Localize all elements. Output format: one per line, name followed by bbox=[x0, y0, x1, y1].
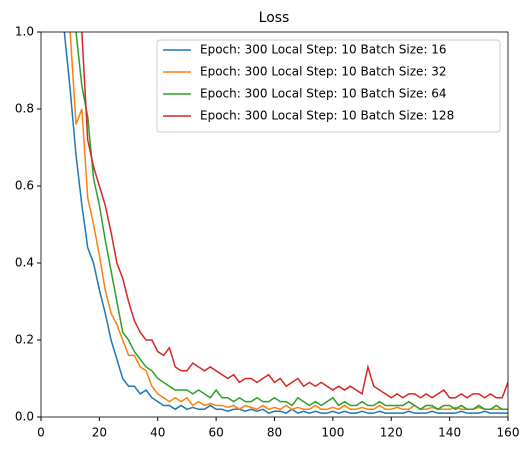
plot-lines bbox=[63, 32, 508, 414]
x-tick-label: 0 bbox=[37, 426, 45, 440]
legend-label: Epoch: 300 Local Step: 10 Batch Size: 12… bbox=[200, 109, 454, 123]
y-tick-label: 0.6 bbox=[15, 179, 34, 193]
y-tick-label: 0.4 bbox=[15, 256, 34, 270]
chart-title: Loss bbox=[259, 10, 290, 26]
x-tick-label: 120 bbox=[380, 426, 403, 440]
legend-label: Epoch: 300 Local Step: 10 Batch Size: 64 bbox=[200, 87, 447, 101]
x-tick-label: 40 bbox=[150, 426, 165, 440]
series-line bbox=[69, 32, 508, 411]
y-tick-label: 0.0 bbox=[15, 410, 34, 424]
y-tick-label: 1.0 bbox=[15, 25, 34, 39]
y-tick-label: 0.2 bbox=[15, 333, 34, 347]
y-tick-label: 0.8 bbox=[15, 102, 34, 116]
x-tick-label: 100 bbox=[321, 426, 344, 440]
legend-label: Epoch: 300 Local Step: 10 Batch Size: 16 bbox=[200, 43, 447, 57]
x-tick-label: 140 bbox=[438, 426, 461, 440]
series-line bbox=[75, 32, 508, 411]
series-line bbox=[63, 32, 508, 414]
x-tick-label: 80 bbox=[267, 426, 282, 440]
legend-box bbox=[156, 39, 501, 133]
series-line bbox=[81, 32, 508, 399]
legend-label: Epoch: 300 Local Step: 10 Batch Size: 32 bbox=[200, 65, 447, 79]
x-tick-label: 160 bbox=[497, 426, 520, 440]
x-tick-label: 60 bbox=[208, 426, 223, 440]
x-tick-label: 20 bbox=[92, 426, 107, 440]
